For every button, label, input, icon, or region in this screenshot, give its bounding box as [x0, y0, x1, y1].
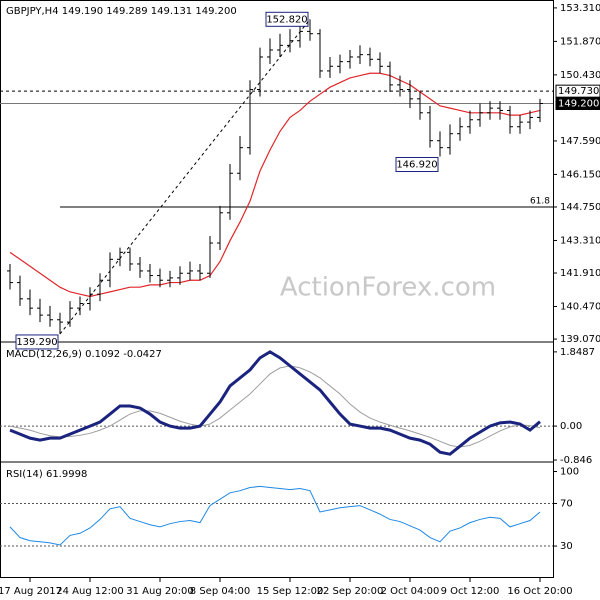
level-box	[555, 96, 600, 110]
annotation-box	[395, 157, 439, 173]
y-tick-label: 1.8487	[560, 347, 595, 358]
trendline	[59, 18, 311, 335]
annotation-box	[265, 11, 309, 27]
x-tick-label: 15 Sep 12:00	[257, 586, 324, 597]
watermark: ActionForex.com	[280, 273, 496, 303]
annotation-label: 139.290	[16, 337, 57, 348]
y-tick-label: 147.590	[560, 136, 600, 147]
indicator-line	[9, 350, 541, 456]
x-tick-label: 17 Aug 2017	[0, 586, 62, 597]
y-tick-label: 151.870	[560, 36, 600, 47]
x-tick-label: 22 Sep 20:00	[317, 586, 384, 597]
x-tick-label: 9 Oct 12:00	[441, 586, 500, 597]
annotation-label: 146.920	[396, 160, 437, 171]
y-tick-label: -0.846	[560, 455, 592, 466]
y-tick-label: 141.910	[560, 268, 600, 279]
y-tick-label: 143.310	[560, 235, 600, 246]
moving-average	[9, 72, 541, 298]
y-tick-label: 140.470	[560, 302, 600, 313]
x-tick-label: 16 Oct 20:00	[507, 586, 572, 597]
panel-title: RSI(14) 61.9998	[6, 469, 87, 480]
indicator-line	[9, 485, 541, 546]
panel-title: MACD(12,26,9) 0.1092 -0.0427	[6, 349, 162, 360]
annotation-box	[15, 334, 59, 350]
y-tick-label: 144.750	[560, 202, 600, 213]
y-tick-label: 0.00	[560, 421, 582, 432]
x-tick-label: 2 Oct 04:00	[381, 586, 440, 597]
y-tick-label: 150.430	[560, 70, 600, 81]
indicator-line	[9, 365, 541, 448]
frame	[0, 0, 554, 578]
y-tick-label: 70	[560, 498, 573, 509]
level-label: 149.730	[558, 86, 599, 97]
y-tick-label: 30	[560, 541, 573, 552]
panel-title: GBPJPY,H4 149.190 149.289 149.131 149.20…	[6, 6, 237, 17]
y-tick-label: 153.310	[560, 3, 600, 14]
x-tick-label: 8 Sep 04:00	[190, 586, 250, 597]
level-label: 149.200	[558, 98, 599, 109]
annotation-label: 152.820	[266, 14, 307, 25]
fib-label: 61.8	[530, 196, 550, 206]
y-tick-label: 146.150	[560, 169, 600, 180]
y-tick-label: 100	[560, 467, 579, 478]
x-tick-label: 31 Aug 20:00	[126, 586, 193, 597]
x-tick-label: 24 Aug 12:00	[56, 586, 123, 597]
y-tick-label: 139.070	[560, 334, 600, 345]
